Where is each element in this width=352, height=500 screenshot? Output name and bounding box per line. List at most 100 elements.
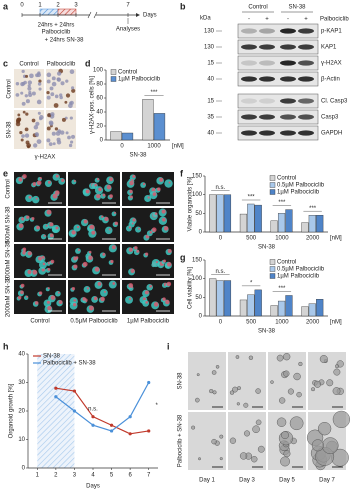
- group-label: SN-38: [288, 5, 306, 11]
- organoid: [215, 365, 220, 369]
- x-axis-label: SN-38: [258, 245, 276, 251]
- organoid-red: [47, 268, 51, 271]
- ihc-nucleus: [70, 140, 74, 144]
- data-point: [128, 415, 132, 419]
- ihc-nucleus: [48, 142, 53, 147]
- blot-strip: [237, 125, 319, 141]
- blot-band: [280, 44, 296, 50]
- bar: [301, 306, 309, 317]
- protein-label: GAPDH: [321, 131, 342, 137]
- organoid-red: [98, 187, 102, 192]
- legend-label: 1µM Palbociclib: [277, 274, 320, 280]
- organoid-red: [109, 194, 113, 198]
- bar: [121, 132, 134, 141]
- organoid-red: [22, 247, 27, 252]
- ihc-nucleus: [39, 115, 44, 120]
- organoid-cyan: [42, 223, 49, 230]
- x-tick-label: 2000: [306, 236, 320, 242]
- ihc-nucleus: [15, 121, 21, 127]
- panel-letter: d: [85, 58, 91, 68]
- x-tick-label: 500: [246, 236, 257, 242]
- organoid: [229, 437, 237, 444]
- organoid-red: [85, 189, 90, 194]
- data-point: [91, 423, 95, 427]
- timeline-axis-label: Days: [143, 13, 157, 19]
- blot-band: [259, 130, 275, 136]
- organoid-red: [73, 264, 78, 269]
- organoid-red: [130, 268, 135, 273]
- data-point: [54, 395, 58, 399]
- blot-band: [298, 114, 314, 120]
- ihc-nucleus: [68, 143, 73, 148]
- ihc-nucleus: [35, 121, 40, 126]
- x-axis-label: SN-38: [258, 329, 276, 335]
- kda-value: 15: [207, 61, 214, 67]
- legend-swatch: [269, 175, 276, 181]
- bar: [209, 194, 217, 233]
- ihc-nucleus: [56, 71, 62, 76]
- timeline-tick-label: 1: [38, 3, 42, 9]
- bar: [216, 194, 224, 233]
- organoid-red: [155, 260, 158, 264]
- bar: [142, 99, 154, 141]
- ihc-nucleus: [53, 103, 59, 108]
- ihc-nucleus: [46, 126, 51, 131]
- ihc-nucleus: [21, 134, 25, 138]
- x-unit: [nM]: [330, 320, 342, 326]
- organoid-red: [32, 182, 37, 186]
- organoid-red: [103, 290, 106, 293]
- organoid: [191, 425, 196, 430]
- organoid: [229, 390, 235, 395]
- organoid: [276, 354, 284, 362]
- organoid-red: [76, 225, 80, 229]
- x-tick-label: 500: [246, 320, 257, 326]
- column-label: Palbociclib: [47, 62, 76, 68]
- protein-label: p-KAP1: [321, 29, 342, 35]
- organoid-red: [94, 267, 100, 272]
- organoid-red: [88, 255, 93, 261]
- organoid-red: [26, 295, 29, 298]
- data-point: [54, 386, 58, 390]
- panel-letter: a: [3, 1, 9, 11]
- legend-label: SN-38: [43, 354, 61, 360]
- blot-strip: [237, 109, 319, 125]
- organoid-red: [113, 211, 117, 214]
- panel-letter: f: [180, 168, 184, 178]
- organoid-red: [73, 179, 76, 183]
- blot-band: [298, 44, 314, 50]
- organoid-cyan: [125, 295, 133, 304]
- ihc-nucleus: [51, 131, 56, 136]
- ihc-nucleus: [61, 117, 66, 122]
- organoid-red: [96, 193, 101, 199]
- timeline-tick-label: 2: [56, 3, 60, 9]
- organoid-red: [36, 180, 42, 186]
- organoid-cyan: [108, 280, 117, 289]
- organoid-red: [17, 295, 22, 300]
- sn38-period: [57, 8, 77, 16]
- ihc-nucleus: [54, 94, 59, 99]
- organoid: [211, 438, 217, 445]
- organoid: [283, 370, 290, 377]
- organoid-red: [102, 193, 106, 197]
- ihc-nucleus: [50, 112, 55, 117]
- organoid-red: [91, 230, 96, 235]
- organoid-cyan: [40, 234, 47, 240]
- ihc-nucleus: [46, 79, 51, 84]
- kda-value: 130: [204, 29, 215, 35]
- organoid-red: [41, 268, 45, 272]
- organoid-red: [131, 222, 134, 225]
- y-tick-label: 10: [18, 437, 25, 443]
- ihc-nucleus: [31, 91, 36, 96]
- data-point: [72, 409, 77, 413]
- organoid-red: [136, 249, 140, 253]
- organoid: [332, 387, 341, 395]
- timeline-tick-label: 3: [74, 3, 78, 9]
- ihc-nucleus: [38, 87, 42, 91]
- organoid-red: [55, 174, 59, 178]
- organoid-red: [86, 287, 90, 290]
- organoid: [314, 380, 321, 388]
- y-axis-label: Cell viability [%]: [188, 267, 194, 309]
- organoid-red: [110, 259, 114, 264]
- x-tick-label: 4: [91, 473, 95, 479]
